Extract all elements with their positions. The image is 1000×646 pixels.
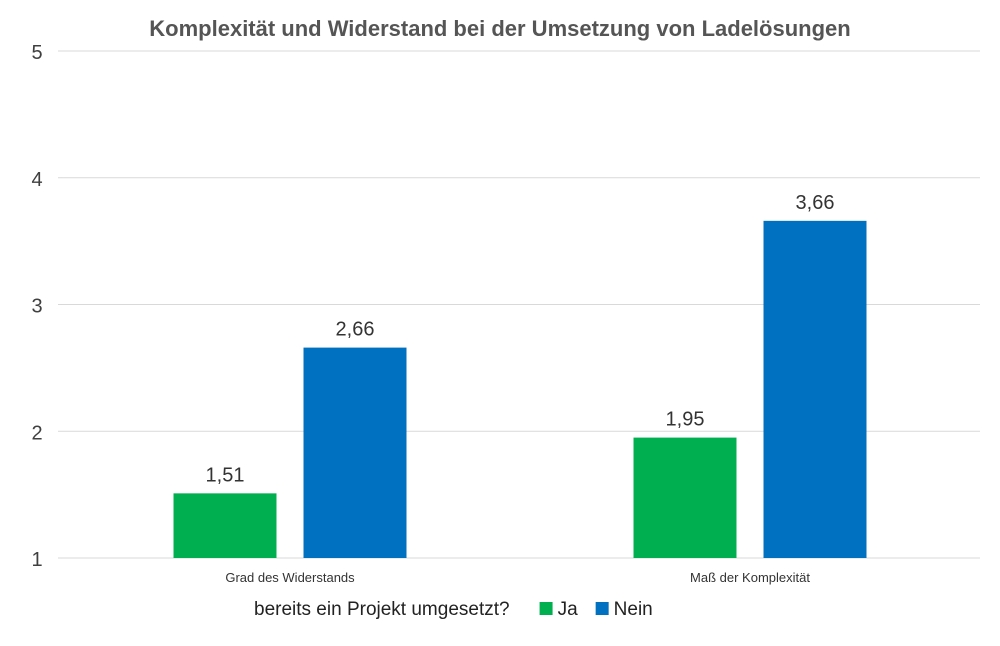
y-tick-label: 3	[31, 296, 42, 318]
legend-title: bereits ein Projekt umgesetzt?	[254, 599, 510, 620]
data-label-ja-2: 1,95	[666, 409, 705, 431]
legend-items: Ja Nein	[539, 599, 653, 620]
y-tick-label: 5	[31, 42, 42, 64]
bar-ja-1	[173, 493, 277, 558]
legend-label-nein: Nein	[614, 599, 653, 620]
data-label-nein-1: 2,66	[336, 319, 375, 341]
y-axis-tick-labels: 1 2 3 4 5	[31, 42, 42, 571]
legend-swatch-nein	[595, 602, 609, 615]
bar-nein-1	[303, 347, 407, 558]
category-label-1: Grad des Widerstands	[225, 570, 355, 585]
category-label-2: Maß der Komplexität	[690, 570, 810, 585]
legend: bereits ein Projekt umgesetzt? Ja Nein	[254, 599, 653, 620]
y-tick-label: 2	[31, 422, 42, 444]
legend-swatch-ja	[539, 602, 553, 615]
data-label-ja-1: 1,51	[206, 464, 245, 486]
bar-ja-2	[633, 437, 737, 558]
data-labels: 1,51 2,66 1,95 3,66	[206, 192, 835, 487]
chart-title: Komplexität und Widerstand bei der Umset…	[149, 16, 850, 41]
legend-label-ja: Ja	[558, 599, 579, 620]
bars	[173, 220, 867, 558]
y-tick-label: 4	[31, 169, 42, 191]
y-tick-label: 1	[31, 549, 42, 571]
bar-nein-2	[763, 220, 867, 558]
data-label-nein-2: 3,66	[796, 192, 835, 214]
category-labels: Grad des Widerstands Maß der Komplexität	[225, 570, 810, 585]
